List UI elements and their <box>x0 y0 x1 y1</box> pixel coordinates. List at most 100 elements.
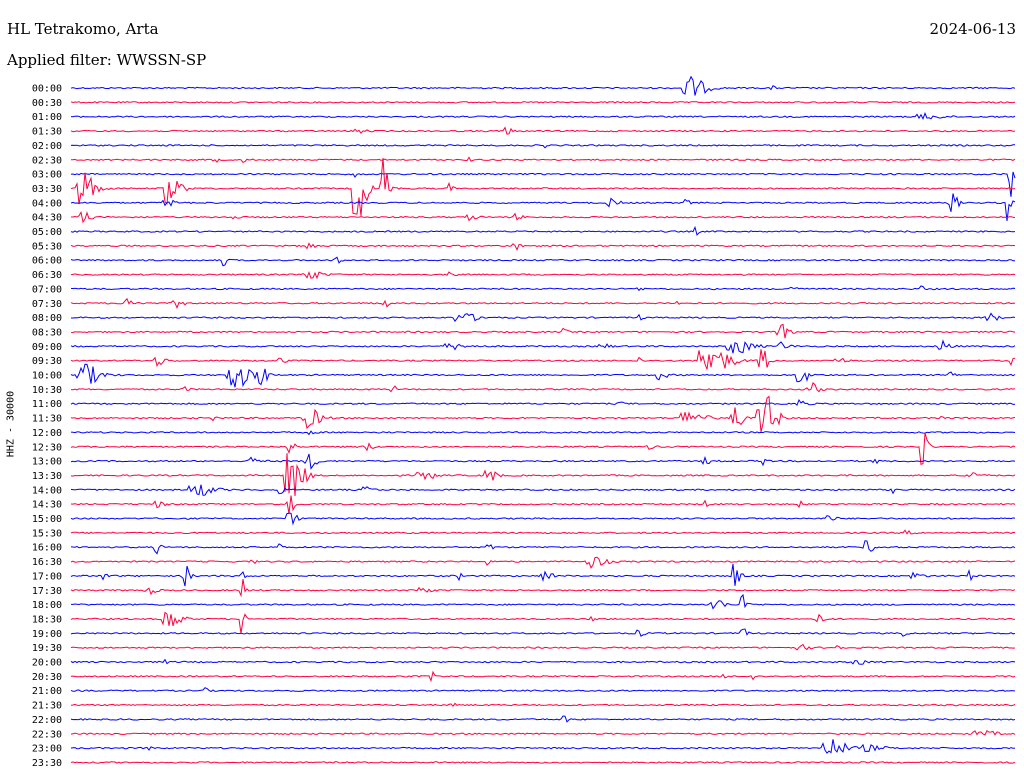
time-label-0630: 06:30 <box>32 270 62 281</box>
time-label-1430: 14:30 <box>32 500 62 511</box>
time-label-0900: 09:00 <box>32 342 62 353</box>
time-label-0400: 04:00 <box>32 198 62 209</box>
time-label-1000: 10:00 <box>32 371 62 382</box>
time-label-1030: 10:30 <box>32 385 62 396</box>
seismogram-traces <box>70 75 1016 764</box>
time-label-0000: 00:00 <box>32 84 62 95</box>
time-label-1530: 15:30 <box>32 528 62 539</box>
time-label-2030: 20:30 <box>32 672 62 683</box>
trace-1130 <box>70 395 1016 433</box>
filter-label: Applied filter: WWSSN-SP <box>7 51 207 69</box>
time-label-1500: 15:00 <box>32 514 62 525</box>
trace-1300 <box>70 453 1016 470</box>
trace-1330 <box>70 453 1016 497</box>
time-label-2000: 20:00 <box>32 658 62 669</box>
trace-0100 <box>70 112 1016 121</box>
time-label-2100: 21:00 <box>32 686 62 697</box>
time-label-2130: 21:30 <box>32 701 62 712</box>
trace-1200 <box>70 430 1016 436</box>
time-label-1330: 13:30 <box>32 471 62 482</box>
trace-1430 <box>70 495 1016 514</box>
trace-0400 <box>70 193 1016 222</box>
trace-0330 <box>70 157 1016 217</box>
station-title: HL Tetrakomo, Arta <box>7 20 159 38</box>
trace-1100 <box>70 398 1016 406</box>
time-label-0330: 03:30 <box>32 184 62 195</box>
trace-0800 <box>71 312 1016 322</box>
time-label-0030: 00:30 <box>32 98 62 109</box>
trace-1030 <box>70 382 1016 393</box>
trace-0030 <box>70 101 1016 104</box>
trace-2200 <box>70 715 1016 723</box>
trace-2230 <box>70 729 1016 736</box>
time-label-0430: 04:30 <box>32 213 62 224</box>
trace-2330 <box>70 761 1016 764</box>
trace-1730 <box>70 579 1016 598</box>
trace-1600 <box>70 540 1016 555</box>
time-label-1730: 17:30 <box>32 586 62 597</box>
time-label-1400: 14:00 <box>32 485 62 496</box>
time-label-0300: 03:00 <box>32 170 62 181</box>
trace-2000 <box>70 658 1016 665</box>
trace-0700 <box>70 285 1016 292</box>
trace-0500 <box>70 225 1016 236</box>
time-label-2300: 23:00 <box>32 744 62 755</box>
time-label-1900: 19:00 <box>32 629 62 640</box>
trace-2030 <box>70 670 1016 683</box>
trace-1900 <box>70 628 1016 637</box>
time-label-1830: 18:30 <box>32 614 62 625</box>
time-label-1100: 11:00 <box>32 399 62 410</box>
time-label-0500: 05:00 <box>32 227 62 238</box>
trace-0130 <box>70 126 1016 135</box>
time-label-0700: 07:00 <box>32 284 62 295</box>
time-label-0730: 07:30 <box>32 299 62 310</box>
time-label-1230: 12:30 <box>32 442 62 453</box>
trace-0830 <box>70 323 1016 339</box>
trace-2300 <box>70 739 1016 754</box>
trace-1800 <box>71 593 1016 610</box>
time-label-1930: 19:30 <box>32 643 62 654</box>
time-label-0800: 08:00 <box>32 313 62 324</box>
trace-0530 <box>70 242 1016 251</box>
trace-1930 <box>70 643 1016 651</box>
time-label-1700: 17:00 <box>32 571 62 582</box>
time-label-0100: 01:00 <box>32 112 62 123</box>
time-label-1800: 18:00 <box>32 600 62 611</box>
trace-2100 <box>70 687 1016 693</box>
trace-0930 <box>70 349 1016 370</box>
trace-1630 <box>70 556 1016 569</box>
trace-0300 <box>70 171 1016 197</box>
trace-1830 <box>70 611 1016 634</box>
time-label-1630: 16:30 <box>32 557 62 568</box>
trace-1400 <box>70 484 1016 496</box>
time-label-2230: 22:30 <box>32 729 62 740</box>
trace-0230 <box>70 156 1016 164</box>
time-label-0230: 02:30 <box>32 155 62 166</box>
time-label-0830: 08:30 <box>32 327 62 338</box>
time-label-1600: 16:00 <box>32 543 62 554</box>
time-tick-labels: 00:00 00:30 01:00 01:30 02:00 02:30 03:00 03:30… <box>32 84 62 769</box>
time-label-0600: 06:00 <box>32 256 62 267</box>
trace-0600 <box>70 256 1016 267</box>
time-label-2200: 22:00 <box>32 715 62 726</box>
time-label-0200: 02:00 <box>32 141 62 152</box>
time-label-1300: 13:00 <box>32 457 62 468</box>
trace-0630 <box>70 271 1016 280</box>
time-label-0930: 09:30 <box>32 356 62 367</box>
trace-0000 <box>70 75 1016 96</box>
time-label-1200: 12:00 <box>32 428 62 439</box>
trace-2130 <box>70 702 1016 708</box>
time-label-2330: 23:30 <box>32 758 62 769</box>
trace-1230 <box>70 432 1016 465</box>
time-label-0530: 05:30 <box>32 241 62 252</box>
trace-1700 <box>70 563 1016 587</box>
time-label-0130: 01:30 <box>32 127 62 138</box>
trace-1500 <box>70 512 1016 526</box>
trace-1000 <box>70 363 1016 388</box>
record-date: 2024-06-13 <box>929 20 1016 38</box>
trace-0430 <box>71 211 1016 224</box>
time-label-1130: 11:30 <box>32 414 62 425</box>
trace-0730 <box>70 297 1016 310</box>
